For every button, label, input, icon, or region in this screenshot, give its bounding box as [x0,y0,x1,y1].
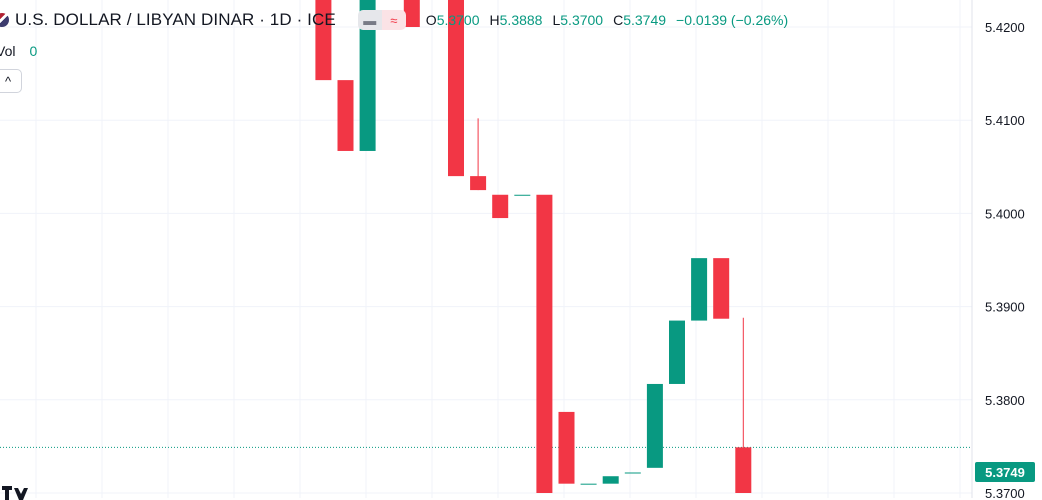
candle[interactable] [602,476,619,484]
candle-body [403,0,420,27]
price-tick-label: 5.4200 [985,20,1025,35]
symbol-title[interactable]: U.S. DOLLAR / LIBYAN DINAR · 1D · ICE [15,10,336,29]
candle-body [492,194,509,219]
candle-body [580,483,597,485]
candle-body [536,194,553,493]
candle-body [713,258,730,319]
chevron-up-icon[interactable]: ^ [0,69,22,93]
volume-label: Vol [0,43,16,59]
ohlc-low: L5.3700 [552,12,604,28]
candle-body [602,476,619,484]
candle-body [514,194,531,196]
candle[interactable] [735,317,752,493]
minus-icon[interactable]: ▬ [357,10,382,30]
chart-legend-header: U.S. DOLLAR / LIBYAN DINAR · 1D · ICE ▬ … [0,8,788,32]
legend-toggle-buttons: ▬ ≈ [357,10,406,30]
last-price-label: 5.3749 [975,462,1035,482]
candle[interactable] [359,0,376,151]
ohlc-change: −0.0139 (−0.26%) [676,12,789,28]
candle-body [691,258,708,321]
tradingview-logo-icon [2,486,28,500]
approx-icon[interactable]: ≈ [381,10,406,30]
candle[interactable] [669,320,685,384]
candle[interactable] [580,483,597,485]
candle-body [448,0,464,177]
volume-legend: Vol 0 [0,43,37,59]
volume-value: 0 [29,43,38,59]
candle[interactable] [403,0,420,27]
candle-body [558,411,575,484]
price-tick-label: 5.3900 [985,300,1025,315]
currency-flag-icon [0,13,9,27]
candle[interactable] [558,411,575,484]
candle-body [646,383,663,468]
candle[interactable] [315,0,332,81]
candle[interactable] [448,0,464,177]
candle[interactable] [691,258,708,321]
candle-body [337,80,354,151]
candle[interactable] [536,194,553,493]
candle[interactable] [713,258,730,319]
ohlc-high: H5.3888 [489,12,543,28]
price-tick-label: 5.3800 [985,393,1025,408]
candle[interactable] [337,80,354,151]
candle[interactable] [514,194,531,196]
candle-body [669,320,685,384]
candle-body [624,472,641,474]
candle[interactable] [624,472,641,474]
ohlc-close: C5.3749 [613,12,667,28]
candle-body [315,0,332,81]
candle-body [735,447,752,493]
ohlc-values: O5.3700 H5.3888 L5.3700 C5.3749 −0.0139 … [426,12,788,28]
candle[interactable] [646,383,663,468]
candle[interactable] [470,118,487,191]
candle-body [359,0,376,151]
candle-body [470,176,487,191]
price-tick-label: 5.4000 [985,206,1025,221]
price-tick-label: 5.3700 [985,486,1025,498]
price-tick-label: 5.4100 [985,113,1025,128]
ohlc-open: O5.3700 [425,12,480,28]
candle[interactable] [492,194,509,219]
